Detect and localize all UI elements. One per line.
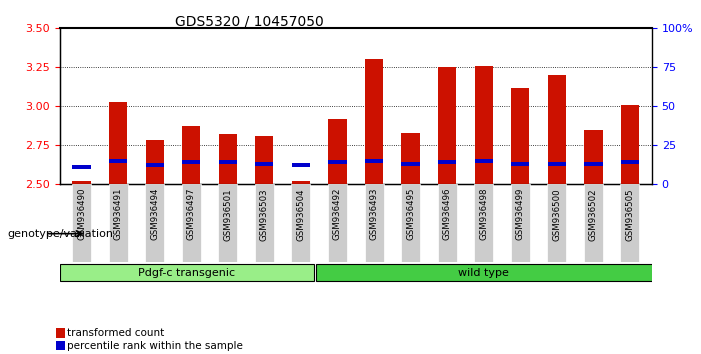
Bar <box>219 160 237 164</box>
Bar <box>182 160 200 164</box>
Text: GSM936496: GSM936496 <box>442 188 451 240</box>
Text: GDS5320 / 10457050: GDS5320 / 10457050 <box>175 14 324 28</box>
Text: GSM936505: GSM936505 <box>625 188 634 241</box>
Text: GSM936491: GSM936491 <box>114 188 123 240</box>
Bar <box>365 59 383 184</box>
Bar <box>72 184 91 262</box>
Text: GSM936490: GSM936490 <box>77 188 86 240</box>
Bar <box>547 75 566 184</box>
Bar <box>584 184 603 262</box>
Text: GSM936504: GSM936504 <box>297 188 306 241</box>
Text: GSM936499: GSM936499 <box>516 188 525 240</box>
Text: Pdgf-c transgenic: Pdgf-c transgenic <box>138 268 236 278</box>
Bar <box>585 130 603 184</box>
Bar <box>475 159 493 163</box>
Text: genotype/variation: genotype/variation <box>7 229 113 239</box>
Bar <box>511 184 530 262</box>
Bar <box>218 184 237 262</box>
Text: GSM936502: GSM936502 <box>589 188 598 241</box>
Bar <box>255 162 273 166</box>
Bar <box>585 162 603 166</box>
Bar <box>547 184 566 262</box>
Bar <box>109 159 127 163</box>
Bar <box>219 134 237 184</box>
Bar <box>621 160 639 164</box>
Bar <box>438 160 456 164</box>
Bar <box>60 264 314 281</box>
Bar <box>328 119 346 184</box>
Bar <box>402 162 420 166</box>
Text: GSM936501: GSM936501 <box>224 188 232 241</box>
Text: transformed count: transformed count <box>67 328 164 338</box>
Bar <box>315 264 667 281</box>
Bar <box>56 341 64 350</box>
Bar <box>365 159 383 163</box>
Bar <box>547 162 566 166</box>
Bar <box>292 184 311 262</box>
Bar <box>292 164 310 167</box>
Bar <box>145 184 164 262</box>
Text: wild type: wild type <box>458 268 509 278</box>
Bar <box>72 181 90 184</box>
Bar <box>255 184 274 262</box>
Bar <box>511 87 529 184</box>
Bar <box>182 184 200 262</box>
Bar <box>511 162 529 166</box>
Bar <box>438 67 456 184</box>
Bar <box>621 105 639 184</box>
Bar <box>109 102 127 184</box>
Text: GSM936497: GSM936497 <box>186 188 196 240</box>
Text: GSM936503: GSM936503 <box>260 188 269 241</box>
Bar <box>401 184 420 262</box>
Bar <box>146 141 164 184</box>
Bar <box>255 136 273 184</box>
Bar <box>437 184 456 262</box>
Bar <box>365 184 383 262</box>
Text: GSM936493: GSM936493 <box>369 188 379 240</box>
Text: percentile rank within the sample: percentile rank within the sample <box>67 341 243 350</box>
Text: GSM936500: GSM936500 <box>552 188 562 241</box>
Bar <box>474 184 494 262</box>
Bar <box>109 184 128 262</box>
Text: GSM936492: GSM936492 <box>333 188 342 240</box>
Bar <box>328 160 346 164</box>
Bar <box>328 184 347 262</box>
Text: GSM936498: GSM936498 <box>479 188 488 240</box>
Bar <box>182 126 200 184</box>
Text: GSM936494: GSM936494 <box>150 188 159 240</box>
Bar <box>56 328 64 338</box>
Bar <box>620 184 639 262</box>
Bar <box>292 181 310 184</box>
Bar <box>146 164 164 167</box>
Bar <box>475 66 493 184</box>
Bar <box>72 165 90 169</box>
Text: GSM936495: GSM936495 <box>406 188 415 240</box>
Bar <box>402 133 420 184</box>
